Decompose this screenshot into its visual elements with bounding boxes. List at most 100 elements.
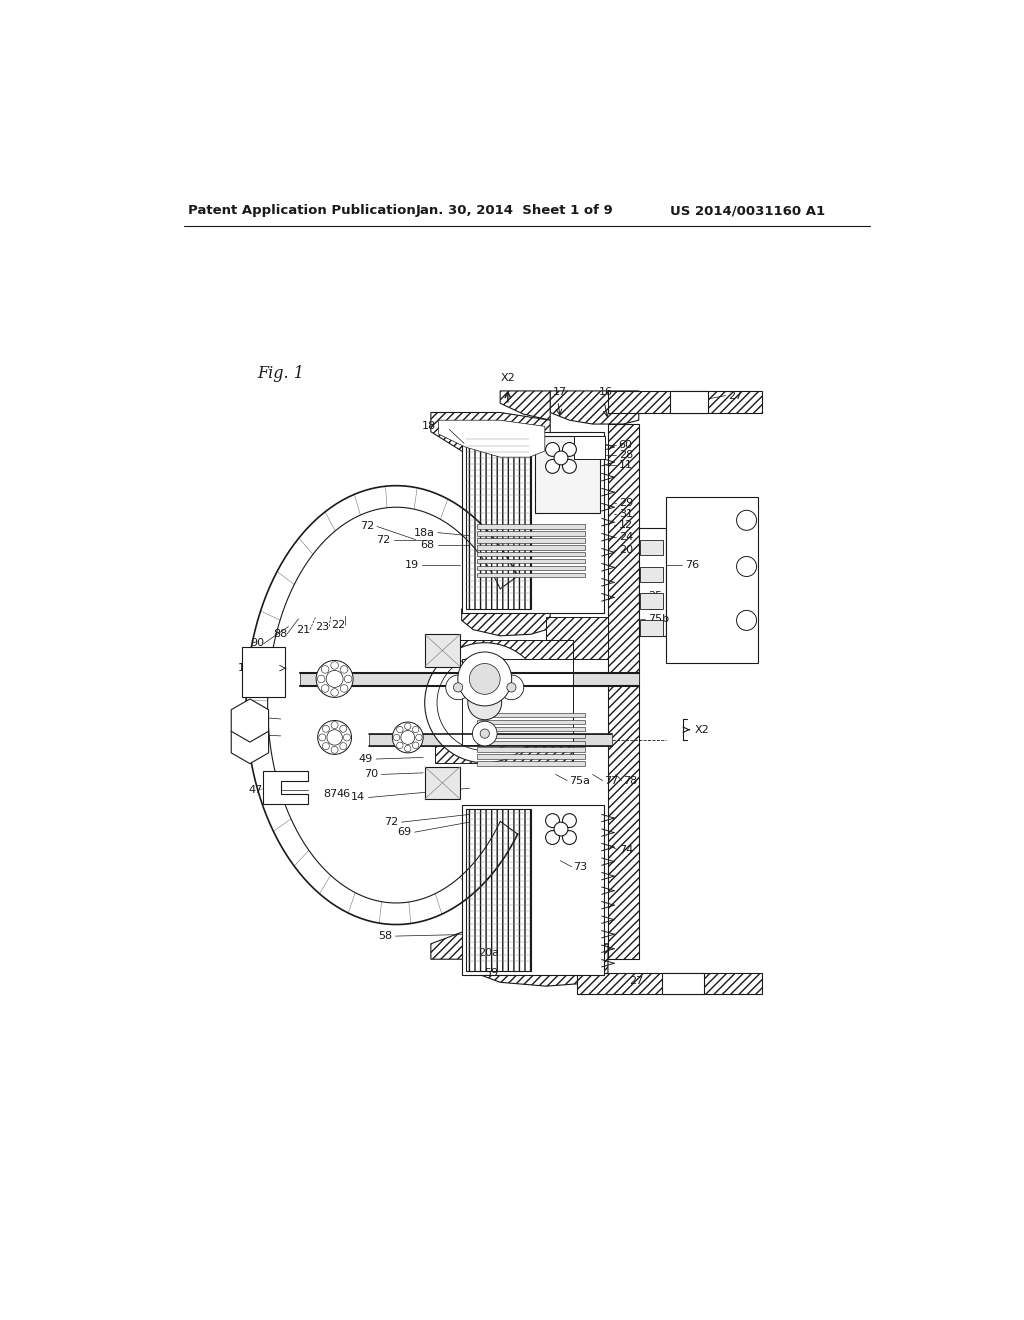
Bar [477,573,585,577]
Circle shape [392,722,423,752]
Text: 27: 27 [630,975,644,986]
Text: 46: 46 [337,789,351,800]
Bar [477,734,585,738]
Circle shape [454,682,463,692]
Circle shape [340,743,347,750]
Circle shape [340,685,348,692]
Text: 60: 60 [618,440,633,450]
Text: 59: 59 [484,968,498,978]
Polygon shape [243,647,285,697]
Circle shape [413,742,419,748]
Text: 77: 77 [604,776,618,785]
Text: 22: 22 [331,620,345,630]
Bar [535,436,600,512]
Bar [477,539,585,543]
Polygon shape [438,420,545,457]
Bar [462,805,604,974]
Polygon shape [639,528,666,636]
Bar [640,620,664,636]
Text: 69: 69 [397,828,412,837]
Text: 76: 76 [685,560,699,570]
Polygon shape [608,391,762,412]
Text: 20a: 20a [478,948,500,958]
Circle shape [396,742,403,748]
Circle shape [327,730,342,744]
Bar [662,973,705,994]
Text: 29: 29 [618,499,633,508]
Circle shape [554,451,568,465]
Polygon shape [547,640,573,759]
Circle shape [322,665,329,673]
Circle shape [480,729,489,738]
Bar [477,524,585,529]
Polygon shape [431,412,550,462]
Circle shape [340,725,347,733]
Bar [477,545,585,549]
Text: 25: 25 [648,591,663,601]
Text: 89: 89 [233,711,248,722]
Circle shape [396,726,403,733]
Text: 21: 21 [296,624,310,635]
Bar [477,558,585,564]
Polygon shape [231,721,268,763]
Circle shape [323,743,330,750]
Text: 19: 19 [406,560,419,570]
Text: 20: 20 [618,545,633,554]
Bar [477,747,585,752]
Polygon shape [425,635,460,667]
Bar [640,566,664,582]
Circle shape [331,722,338,729]
Bar [477,566,585,570]
Circle shape [425,643,545,763]
Polygon shape [500,391,550,420]
Text: 75a: 75a [569,776,591,785]
Bar [666,498,758,663]
Polygon shape [435,743,573,763]
Text: 75b: 75b [648,614,669,624]
Circle shape [562,813,577,828]
Circle shape [326,671,343,688]
Bar [640,594,664,609]
Text: 73: 73 [573,862,588,871]
Circle shape [546,459,559,474]
Text: 88: 88 [273,630,288,639]
Bar [477,552,585,557]
Text: 86: 86 [246,652,260,663]
Polygon shape [469,944,608,986]
Text: 18: 18 [421,421,435,432]
Circle shape [323,725,330,733]
Circle shape [331,689,338,696]
Circle shape [318,734,326,741]
Text: 13: 13 [648,602,662,611]
Text: 75: 75 [648,626,663,636]
Text: 14: 14 [351,792,366,803]
Circle shape [736,610,757,631]
Bar [466,436,531,609]
Circle shape [437,655,532,751]
Circle shape [736,511,757,531]
Circle shape [317,675,325,682]
Text: 24: 24 [618,532,633,543]
Polygon shape [231,700,268,742]
Text: 50: 50 [233,730,248,739]
Circle shape [400,730,415,744]
Text: 11: 11 [618,459,633,470]
Circle shape [416,734,422,741]
Text: 72: 72 [360,521,375,532]
Circle shape [317,721,351,755]
Text: 18a: 18a [414,528,435,537]
Text: 23: 23 [315,622,330,631]
Bar [670,391,708,412]
Polygon shape [263,771,307,804]
Text: X2: X2 [501,374,515,383]
Text: Patent Application Publication: Patent Application Publication [188,205,416,218]
Bar [370,734,611,746]
Bar [477,531,585,536]
Circle shape [331,746,338,754]
Text: 12: 12 [618,520,633,529]
Text: 16: 16 [599,387,612,397]
Text: 72: 72 [377,536,391,545]
Bar [640,540,664,554]
Circle shape [340,665,348,673]
Circle shape [507,682,516,692]
